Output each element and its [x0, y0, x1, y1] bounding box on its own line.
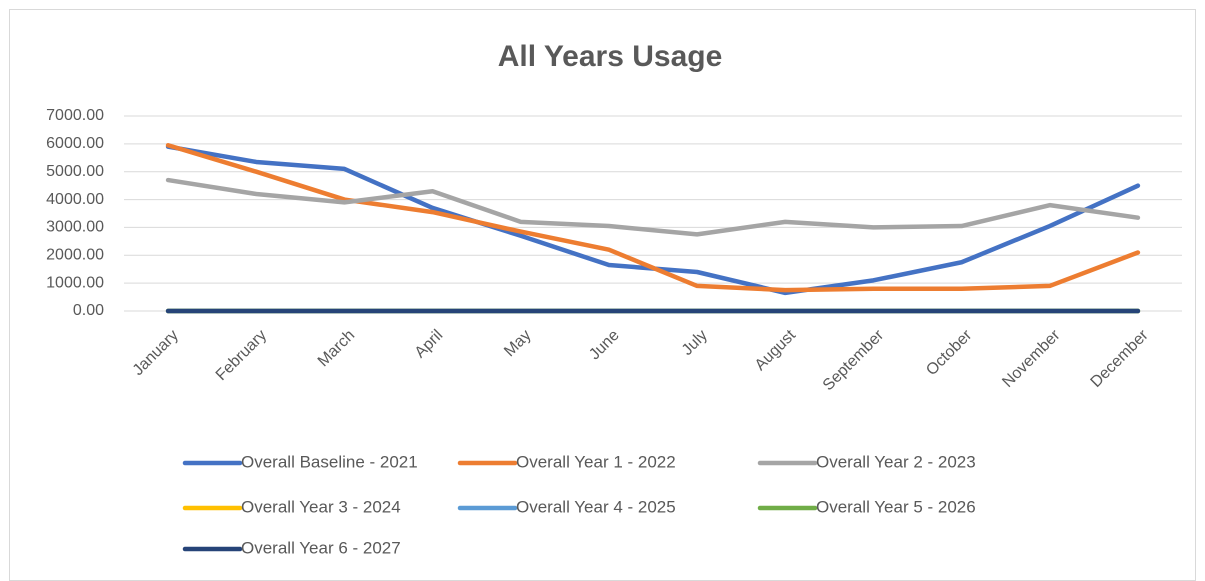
legend-label: Overall Year 4 - 2025: [516, 497, 676, 516]
legend-label: Overall Year 2 - 2023: [816, 452, 976, 471]
y-tick-label: 1000.00: [46, 274, 104, 291]
chart-frame: [9, 9, 1196, 581]
legend-label: Overall Year 6 - 2027: [241, 538, 401, 557]
chart-title: All Years Usage: [498, 40, 723, 73]
y-tick-label: 2000.00: [46, 247, 104, 264]
y-tick-label: 0.00: [73, 302, 104, 319]
legend-label: Overall Year 5 - 2026: [816, 497, 976, 516]
y-tick-label: 4000.00: [46, 191, 104, 208]
y-tick-label: 5000.00: [46, 163, 104, 180]
series-line: [165, 143, 1141, 293]
y-tick-label: 6000.00: [46, 135, 104, 152]
series-line: [165, 177, 1141, 237]
legend-label: Overall Year 1 - 2022: [516, 452, 676, 471]
y-tick-label: 3000.00: [46, 219, 104, 236]
legend-label: Overall Baseline - 2021: [241, 452, 418, 471]
legend-label: Overall Year 3 - 2024: [241, 497, 401, 516]
y-tick-label: 7000.00: [46, 107, 104, 124]
